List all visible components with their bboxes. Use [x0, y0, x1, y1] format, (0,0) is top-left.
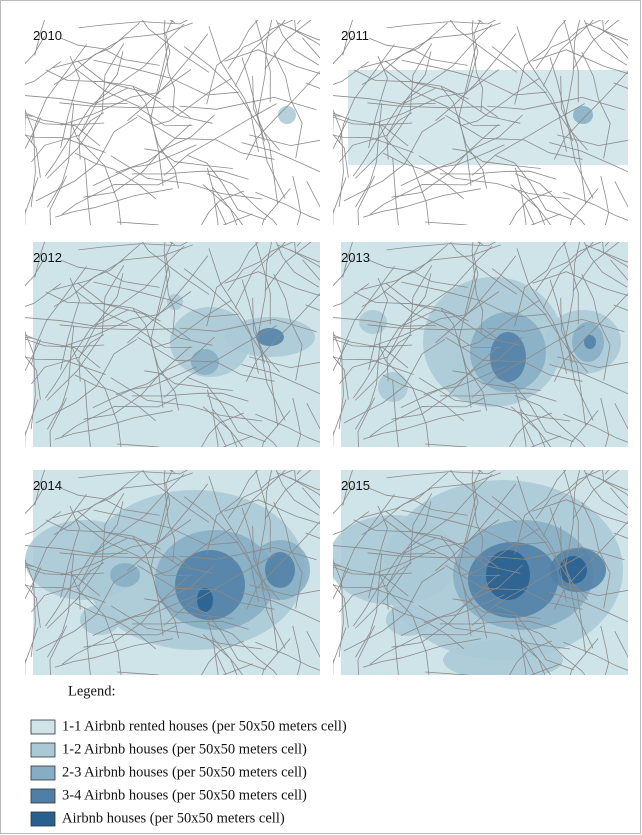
density-blob [573, 106, 593, 124]
panels: 2010 2011 2012 2013 2014 2015 [25, 20, 628, 675]
legend-title: Legend: [68, 683, 116, 699]
legend-swatch [30, 719, 56, 735]
map-panel: 2011 [333, 20, 628, 225]
density-blob [278, 106, 296, 124]
panel-bg [25, 20, 320, 225]
density-blob [191, 349, 219, 375]
density-blob [197, 588, 213, 612]
density-blob [265, 552, 295, 588]
density-blob [175, 550, 245, 620]
map-panel: 2015 [333, 470, 628, 675]
legend-swatch [30, 788, 56, 804]
map-panel: 2010 [25, 20, 320, 225]
year-label: 2010 [33, 28, 62, 43]
legend-swatch [30, 742, 56, 758]
legend-label: 1-2 Airbnb houses (per 50x50 meters cell… [62, 741, 307, 757]
density-blob [359, 310, 387, 334]
map-panel: 2012 [25, 242, 320, 447]
legend-label: 1-1 Airbnb rented houses (per 50x50 mete… [62, 718, 347, 734]
year-label: 2011 [341, 28, 369, 43]
legend: Legend: 1-1 Airbnb rented houses (per 50… [30, 683, 347, 827]
density-blob [256, 328, 284, 346]
year-label: 2014 [33, 478, 62, 493]
legend-label: Airbnb houses (per 50x50 meters cell) [62, 810, 285, 826]
year-label: 2015 [341, 478, 370, 493]
legend-label: 2-3 Airbnb houses (per 50x50 meters cell… [62, 764, 307, 780]
legend-swatch [30, 765, 56, 781]
legend-label: 3-4 Airbnb houses (per 50x50 meters cell… [62, 787, 307, 803]
legend-swatch [30, 811, 56, 827]
density-blob [584, 335, 596, 349]
year-label: 2012 [33, 250, 62, 265]
year-label: 2013 [341, 250, 370, 265]
map-panel: 2013 [333, 242, 628, 447]
map-panel: 2014 [25, 470, 320, 675]
